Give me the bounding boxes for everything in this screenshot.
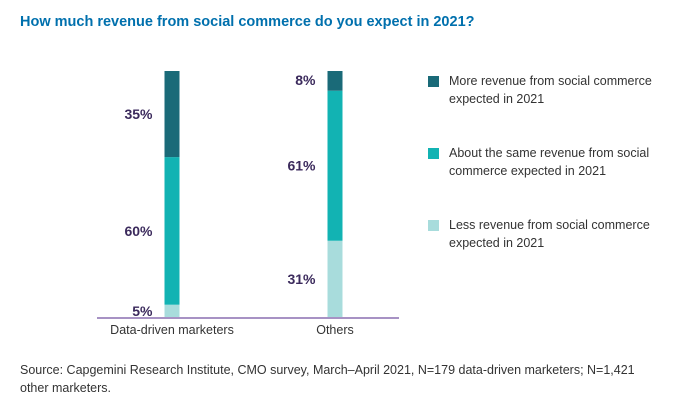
legend-item-less: Less revenue from social commerce expect… — [428, 216, 669, 252]
category-label-0: Data-driven marketers — [110, 323, 234, 337]
bar-segment-less-1 — [327, 240, 343, 317]
source-note: Source: Capgemini Research Institute, CM… — [20, 363, 635, 395]
legend-item-more: More revenue from social commerce expect… — [428, 72, 669, 108]
bar-segment-same-1 — [327, 90, 343, 241]
category-label-1: Others — [316, 323, 354, 337]
legend-label-less: Less revenue from social commerce expect… — [449, 218, 650, 250]
data-label-more-1: 8% — [295, 72, 316, 88]
data-label-less-0: 5% — [132, 303, 153, 319]
bar-segment-same-0 — [164, 157, 180, 305]
legend-swatch-same — [428, 148, 439, 159]
legend-label-more: More revenue from social commerce expect… — [449, 74, 652, 106]
data-label-same-1: 61% — [287, 158, 316, 174]
data-label-less-1: 31% — [287, 271, 316, 287]
bar-segment-more-0 — [164, 71, 180, 158]
chart-title: How much revenue from social commerce do… — [20, 14, 475, 30]
bar-segment-more-1 — [327, 71, 343, 91]
data-label-more-0: 35% — [124, 106, 153, 122]
data-label-same-0: 60% — [124, 223, 153, 239]
bar-segment-less-0 — [164, 304, 180, 317]
legend-label-same: About the same revenue from social comme… — [449, 146, 650, 178]
legend-item-same: About the same revenue from social comme… — [428, 144, 669, 180]
legend-swatch-less — [428, 220, 439, 231]
legend-swatch-more — [428, 76, 439, 87]
